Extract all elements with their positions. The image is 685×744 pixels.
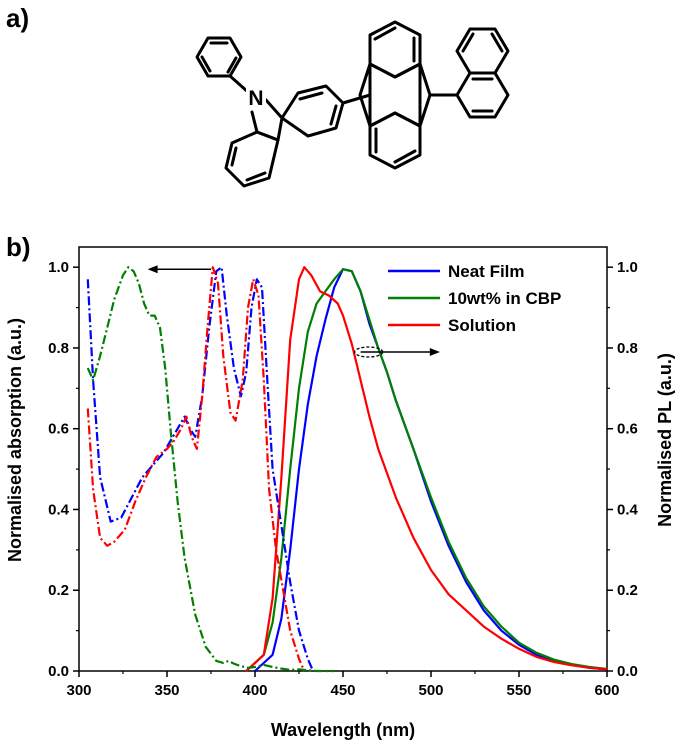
y-left-tick-label: 0.2 <box>48 582 69 599</box>
x-axis: 300 350 400 450 500 550 600 <box>66 671 620 699</box>
y-axis-right-title: Normalised PL (a.u.) <box>655 353 675 527</box>
y-right-tick-label: 1.0 <box>617 259 638 276</box>
annotation-layer <box>147 265 440 358</box>
y-left-tick-label: 0.4 <box>48 501 70 518</box>
nitrogen-atom-label: N <box>248 87 263 110</box>
y-right-tick-label: 0.0 <box>617 663 638 680</box>
x-axis-title: Wavelength (nm) <box>271 720 415 740</box>
absorption-series-4 <box>86 266 306 672</box>
absorption-series-5 <box>86 266 335 673</box>
x-tick-label: 350 <box>154 682 179 699</box>
x-tick-label: 400 <box>242 682 267 699</box>
chemical-structure <box>195 20 510 188</box>
x-tick-label: 550 <box>506 682 531 699</box>
legend-label: Solution <box>448 316 516 335</box>
pl-series-2 <box>245 266 608 672</box>
y-right-tick-label: 0.8 <box>617 340 638 357</box>
y-left-tick-label: 1.0 <box>48 259 69 276</box>
panel-b-label: b) <box>6 232 31 262</box>
series-layer <box>86 266 608 673</box>
x-tick-label: 300 <box>66 682 91 699</box>
panel-a-label: a) <box>6 3 29 33</box>
y-right-tick-label: 0.4 <box>617 501 639 518</box>
y-left-tick-label: 0.6 <box>48 421 69 438</box>
y-right-tick-label: 0.2 <box>617 582 638 599</box>
legend-label: 10wt% in CBP <box>448 289 561 308</box>
y-left-tick-label: 0.0 <box>48 663 69 680</box>
y-axis-left: 0.0 0.2 0.4 0.6 0.8 1.0 <box>48 259 79 680</box>
y-axis-right: 0.0 0.2 0.4 0.6 0.8 1.0 <box>607 259 639 680</box>
legend: Neat Film 10wt% in CBP Solution <box>388 262 561 335</box>
x-tick-label: 500 <box>418 682 443 699</box>
absorption-series-3 <box>86 266 315 672</box>
pl-series-1 <box>245 268 608 672</box>
y-right-tick-label: 0.6 <box>617 421 638 438</box>
n-atom-mask <box>246 85 266 109</box>
x-tick-label: 600 <box>594 682 619 699</box>
y-left-tick-label: 0.8 <box>48 340 69 357</box>
absorption-arrow-head <box>147 265 158 274</box>
x-tick-label: 450 <box>330 682 355 699</box>
legend-label: Neat Film <box>448 262 525 281</box>
spectra-chart: 300 350 400 450 500 550 600 0.0 0.2 0.4 0.6 0.8 1.0… <box>5 246 675 740</box>
pl-arrow-head <box>429 347 440 356</box>
y-axis-left-title: Normalised absorption (a.u.) <box>5 318 25 562</box>
